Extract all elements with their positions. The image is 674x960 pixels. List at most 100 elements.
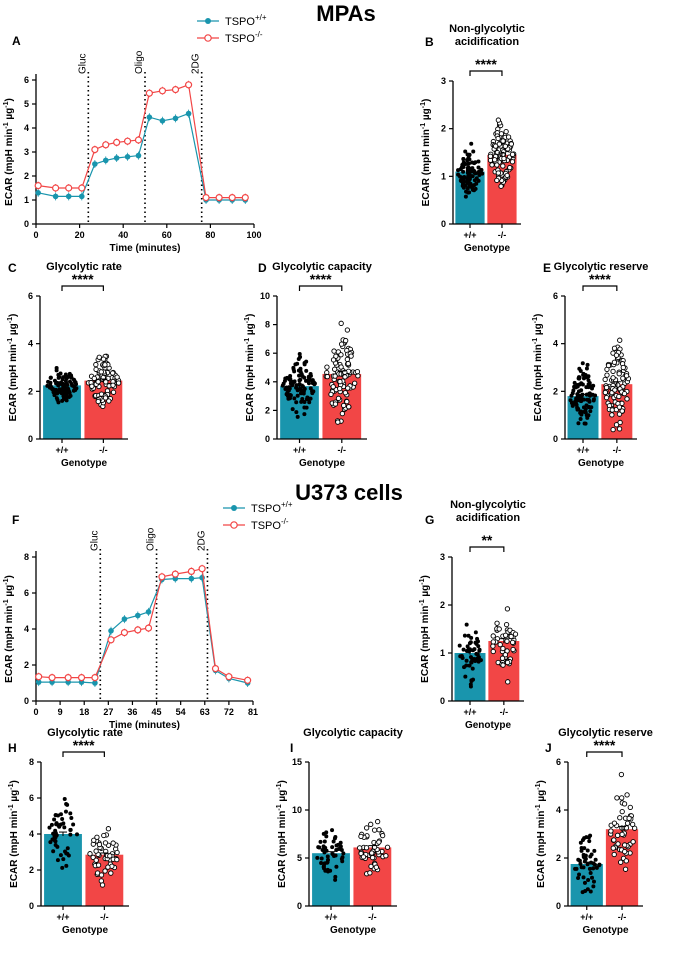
data-point (464, 622, 469, 627)
data-point (360, 854, 367, 860)
data-point (588, 889, 593, 894)
data-point (93, 857, 99, 863)
data-point (344, 327, 351, 333)
data-point (123, 137, 132, 145)
data-point (611, 837, 617, 843)
data-point (457, 643, 462, 648)
chart-title: Non-glycolytic (450, 499, 526, 511)
data-point (319, 860, 324, 865)
data-point (342, 374, 348, 380)
y-axis-label-sup: -1 (3, 101, 10, 107)
data-point (77, 673, 86, 682)
legend-text: TSPO (225, 33, 255, 45)
data-point (338, 341, 345, 347)
y-tick-label: 4 (24, 624, 29, 634)
y-axis-label-part: ECAR (mpH min (421, 129, 432, 206)
bar-wt (570, 864, 603, 906)
data-point (108, 870, 114, 876)
legend-marker-ko (204, 34, 212, 42)
data-point (619, 808, 625, 815)
data-point (476, 169, 481, 174)
data-point (101, 832, 107, 839)
data-point (100, 356, 107, 362)
data-point (330, 828, 335, 833)
data-point (48, 840, 53, 845)
data-point (61, 857, 66, 862)
y-axis-label-part: ECAR (mpH min (536, 811, 547, 888)
x-tick-label: 100 (246, 230, 261, 240)
data-point (69, 815, 74, 820)
data-point (91, 837, 97, 843)
data-point (614, 832, 621, 838)
data-point (590, 386, 595, 391)
data-point (609, 412, 615, 418)
data-point (614, 795, 620, 801)
data-point (624, 820, 631, 826)
x-tick-label: -/- (618, 912, 627, 922)
y-tick-label: 0 (28, 434, 33, 444)
data-point (145, 89, 153, 97)
data-point (96, 354, 102, 360)
data-point (510, 639, 516, 645)
chart-title: Glycolytic capacity (303, 727, 404, 739)
panel-i: I Glycolytic capacity +/+ -/- 0 5 10 15 Genotype… (276, 727, 404, 936)
data-point (339, 847, 344, 852)
data-point (623, 858, 629, 864)
y-axis-label-sup: -1 (419, 599, 426, 605)
data-point (58, 812, 63, 817)
panel-e: E Glycolytic reserve +/+ -/- 0 2 4 6 Genotype ECA… (532, 261, 648, 469)
data-point (172, 115, 179, 122)
data-point (106, 398, 112, 404)
data-point (591, 397, 596, 402)
y-tick-label: 6 (265, 348, 270, 358)
data-point (577, 375, 582, 380)
data-point (92, 680, 98, 686)
data-point (96, 841, 103, 848)
chart-title: Glycolytic rate (47, 727, 123, 739)
x-tick-label: 36 (127, 707, 137, 717)
data-point (120, 628, 129, 637)
data-point (124, 154, 131, 160)
data-point (51, 849, 56, 854)
data-point (468, 682, 473, 687)
data-point (89, 383, 95, 389)
data-point (586, 378, 591, 383)
data-point (610, 368, 616, 375)
data-point (580, 838, 585, 843)
data-point (586, 374, 591, 379)
data-point (371, 827, 378, 833)
data-point (114, 849, 120, 856)
y-axis-label: ECAR (mpH min-1 µg-1) (3, 98, 15, 206)
data-point (498, 131, 505, 137)
data-point (465, 162, 470, 167)
data-point (577, 366, 582, 371)
chart-title: Glycolytic reserve (554, 261, 649, 273)
data-point (188, 575, 195, 582)
data-point (335, 419, 341, 425)
data-point (215, 194, 223, 202)
data-point (589, 852, 594, 857)
data-point (626, 815, 632, 821)
data-point (494, 177, 500, 184)
y-axis-label-sup: -1 (532, 317, 539, 323)
data-point (470, 160, 475, 165)
data-point (324, 374, 331, 380)
data-point (603, 394, 610, 401)
section-title-mpas: MPAs (316, 1, 376, 26)
data-point (460, 162, 465, 167)
y-tick-label: 15 (292, 757, 302, 767)
x-tick-label: 63 (200, 707, 210, 717)
data-point (144, 624, 153, 632)
data-point (114, 856, 120, 863)
x-tick-label: 27 (103, 707, 113, 717)
data-point (114, 374, 120, 380)
data-point (512, 631, 519, 637)
y-axis-label-part: ) (9, 780, 20, 783)
data-point (622, 866, 629, 872)
x-axis-label: Genotype (582, 925, 629, 936)
data-point (60, 865, 65, 870)
significance-stars: **** (73, 737, 95, 753)
data-point (468, 655, 473, 660)
y-axis-label-part: µg (536, 790, 547, 805)
